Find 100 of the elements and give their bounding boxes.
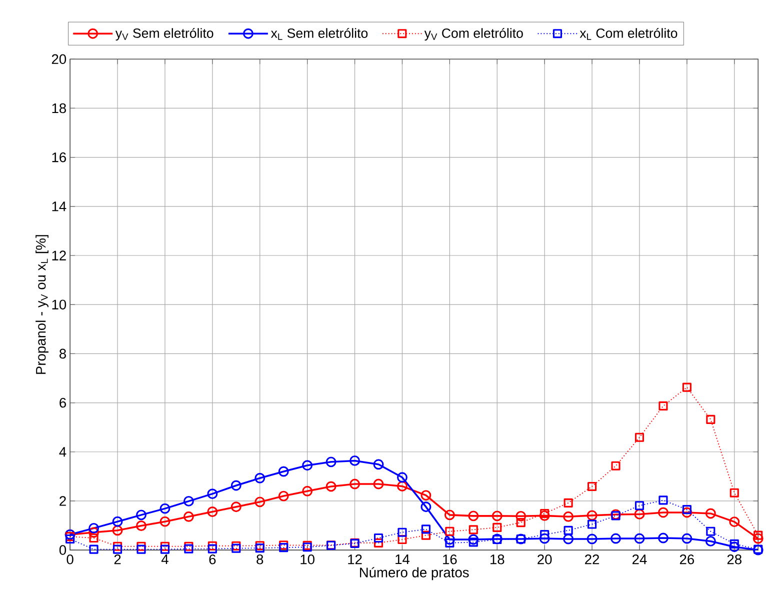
x-tick-label: 10	[300, 554, 314, 564]
point	[563, 511, 574, 522]
y-tick-label: 14	[52, 201, 66, 211]
y-tick-label: 20	[52, 54, 66, 64]
point	[374, 538, 384, 548]
point	[232, 544, 241, 553]
point	[516, 510, 526, 522]
point	[160, 516, 170, 527]
x-tick-label: 14	[396, 554, 410, 564]
point	[302, 486, 313, 496]
point	[586, 510, 598, 520]
x-tick-label: 4	[161, 554, 168, 564]
x-tick-label: 22	[585, 554, 600, 564]
point	[705, 536, 716, 546]
point	[682, 507, 692, 518]
point	[397, 472, 408, 482]
point	[634, 432, 644, 442]
point	[468, 537, 478, 547]
point	[208, 544, 217, 554]
point	[468, 510, 479, 521]
x-tick-label: 2	[114, 554, 121, 564]
point	[160, 503, 170, 514]
point	[730, 539, 739, 548]
point	[706, 414, 716, 424]
point	[350, 478, 360, 490]
x-tick-label: 18	[490, 554, 504, 564]
point	[112, 524, 123, 536]
point	[492, 522, 502, 532]
point	[516, 518, 526, 527]
x-tick-label: 28	[727, 554, 742, 564]
x-tick-label: 12	[348, 554, 362, 564]
x-tick-label: 26	[680, 554, 694, 564]
point	[183, 496, 194, 506]
x-tick-label: 20	[538, 554, 552, 564]
point	[302, 460, 313, 470]
point	[682, 382, 692, 392]
y-tick-label: 10	[52, 300, 66, 310]
point	[420, 501, 432, 512]
y-tick-label: 16	[52, 152, 66, 162]
point	[398, 528, 407, 537]
point	[752, 533, 764, 544]
point	[445, 538, 454, 548]
point	[682, 504, 692, 514]
point	[183, 511, 194, 522]
legend-label: x$_{L}$ Com eletrólito	[580, 28, 678, 40]
legend-label: y$_{V}$ Sem eletrólito	[115, 28, 214, 40]
point	[230, 480, 242, 491]
y-tick-label: 6	[60, 398, 66, 408]
point	[66, 534, 75, 544]
point	[279, 542, 288, 552]
point	[468, 524, 478, 534]
point	[634, 508, 645, 520]
point	[658, 495, 668, 505]
x-tick-label: 24	[632, 554, 647, 564]
point	[729, 516, 740, 527]
point	[421, 524, 430, 534]
point	[730, 488, 739, 498]
point	[682, 533, 692, 544]
point	[374, 533, 384, 542]
point	[634, 500, 644, 510]
point	[254, 496, 266, 507]
point	[207, 506, 218, 517]
point	[350, 455, 360, 466]
legend-label: y$_{V}$ Com eletrólito	[424, 28, 523, 40]
point	[136, 510, 146, 520]
point	[564, 526, 573, 535]
point	[705, 508, 716, 519]
y-tick-label: 2	[60, 496, 66, 506]
y-tick-label: 4	[59, 446, 66, 456]
point	[444, 534, 455, 545]
point	[421, 530, 430, 540]
point	[610, 533, 621, 544]
point	[586, 534, 598, 544]
point	[611, 461, 620, 470]
point	[658, 507, 668, 518]
point	[445, 526, 454, 536]
point	[278, 466, 289, 477]
point	[540, 508, 550, 518]
x-axis-title: Número de pratos	[360, 566, 469, 580]
point	[254, 472, 266, 484]
point	[207, 488, 218, 499]
point	[563, 534, 574, 544]
point	[373, 458, 384, 470]
point	[539, 533, 550, 544]
y-tick-label: 12	[52, 250, 66, 260]
legend-label: x$_{L}$ Sem eletrólito	[270, 28, 368, 40]
point	[160, 544, 170, 554]
point	[468, 534, 479, 545]
point	[326, 456, 336, 467]
point	[136, 520, 146, 531]
x-tick-label: 8	[256, 554, 264, 564]
y-tick-label: 0	[59, 544, 66, 555]
point	[729, 541, 740, 552]
point	[658, 401, 668, 410]
x-tick-label: 16	[443, 554, 457, 564]
point	[634, 533, 645, 544]
point	[326, 481, 336, 492]
point	[255, 543, 264, 552]
point	[278, 490, 289, 502]
point	[754, 530, 763, 540]
